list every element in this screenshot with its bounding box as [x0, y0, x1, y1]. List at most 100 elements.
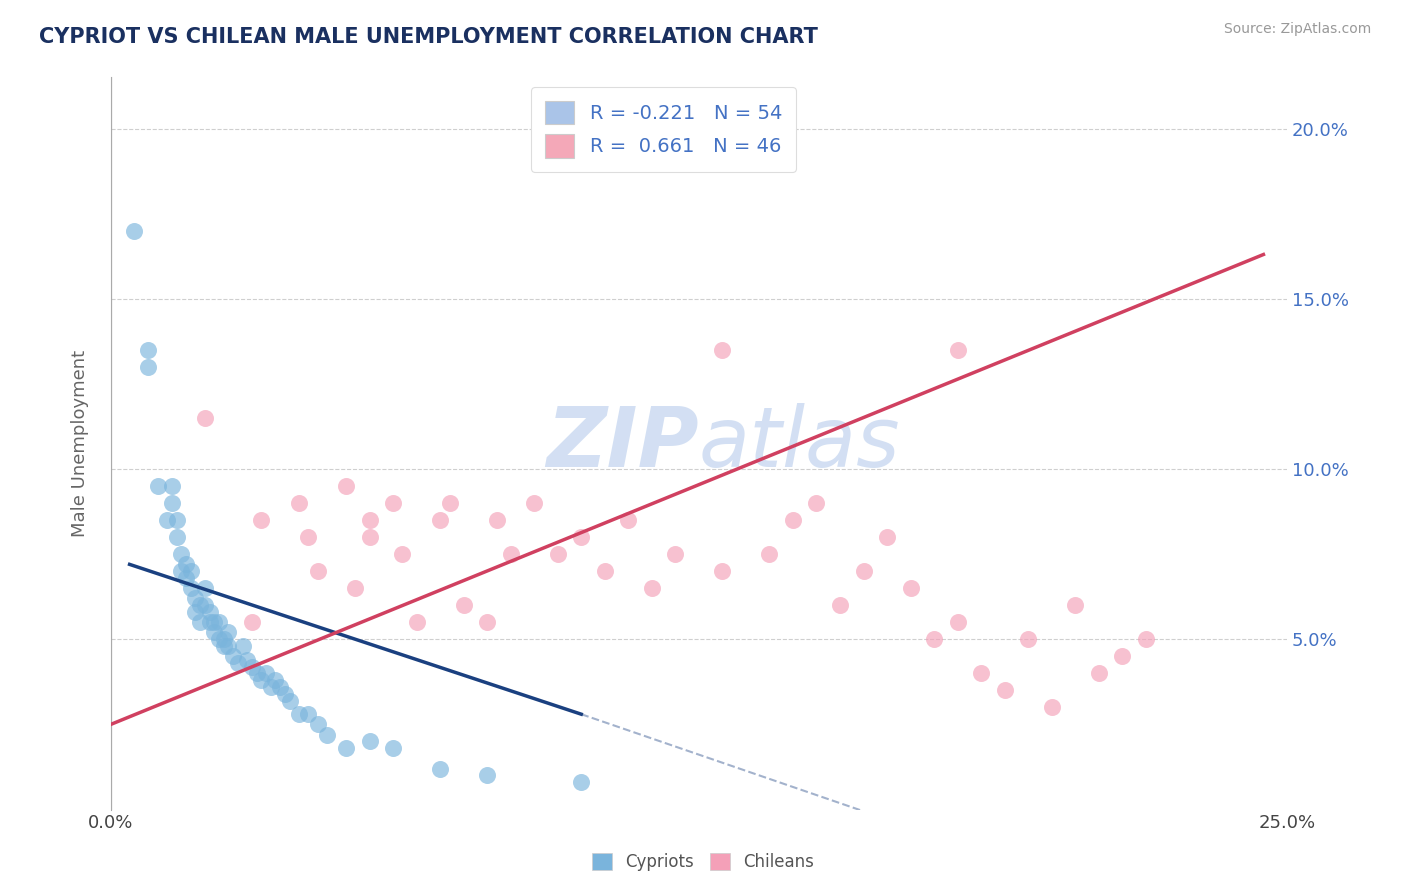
Point: [250, 513, 273, 527]
Point: [569, 530, 592, 544]
Point: [1017, 632, 1039, 647]
Point: [297, 707, 319, 722]
Point: [260, 680, 283, 694]
Point: [156, 513, 179, 527]
Text: atlas: atlas: [699, 403, 900, 484]
Point: [188, 599, 211, 613]
Point: [994, 683, 1017, 698]
Point: [212, 639, 235, 653]
Point: [344, 581, 367, 595]
Point: [1087, 666, 1109, 681]
Point: [547, 547, 569, 561]
Point: [316, 728, 339, 742]
Point: [475, 615, 498, 630]
Legend: R = -0.221   N = 54, R =  0.661   N = 46: R = -0.221 N = 54, R = 0.661 N = 46: [531, 87, 796, 171]
Point: [758, 547, 780, 561]
Point: [166, 530, 188, 544]
Point: [617, 513, 640, 527]
Point: [254, 666, 277, 681]
Point: [124, 224, 146, 238]
Point: [217, 625, 239, 640]
Point: [828, 599, 851, 613]
Point: [1111, 649, 1133, 664]
Point: [274, 687, 297, 701]
Point: [593, 564, 616, 578]
Point: [194, 411, 217, 425]
Point: [499, 547, 522, 561]
Point: [160, 479, 183, 493]
Point: [222, 649, 245, 664]
Point: [240, 615, 263, 630]
Point: [174, 558, 197, 572]
Point: [569, 775, 592, 789]
Point: [184, 591, 207, 606]
Point: [138, 359, 160, 374]
Point: [297, 530, 319, 544]
Point: [236, 653, 259, 667]
Point: [138, 343, 160, 357]
Y-axis label: Male Unemployment: Male Unemployment: [72, 350, 89, 537]
Point: [970, 666, 993, 681]
Point: [188, 615, 211, 630]
Point: [208, 615, 231, 630]
Point: [246, 666, 269, 681]
Point: [946, 615, 969, 630]
Point: [391, 547, 413, 561]
Point: [198, 615, 221, 630]
Point: [202, 625, 225, 640]
Point: [288, 496, 311, 510]
Point: [217, 639, 239, 653]
Point: [307, 717, 329, 731]
Point: [382, 741, 405, 756]
Point: [208, 632, 231, 647]
Point: [405, 615, 427, 630]
Point: [852, 564, 875, 578]
Point: [922, 632, 945, 647]
Point: [664, 547, 686, 561]
Text: ZIP: ZIP: [547, 403, 699, 484]
Point: [231, 639, 253, 653]
Point: [523, 496, 546, 510]
Point: [382, 496, 405, 510]
Point: [453, 599, 475, 613]
Point: [288, 707, 311, 722]
Point: [170, 564, 193, 578]
Point: [711, 564, 734, 578]
Point: [198, 605, 221, 619]
Point: [194, 581, 217, 595]
Point: [475, 768, 498, 782]
Point: [711, 343, 734, 357]
Point: [429, 513, 451, 527]
Point: [335, 479, 357, 493]
Point: [264, 673, 287, 687]
Point: [240, 659, 263, 673]
Point: [1064, 599, 1087, 613]
Point: [174, 571, 197, 585]
Point: [160, 496, 183, 510]
Legend: Cypriots, Chileans: Cypriots, Chileans: [583, 845, 823, 880]
Point: [359, 513, 381, 527]
Point: [485, 513, 508, 527]
Point: [1040, 700, 1063, 714]
Point: [166, 513, 188, 527]
Point: [180, 564, 202, 578]
Point: [641, 581, 664, 595]
Point: [278, 693, 301, 707]
Point: [226, 656, 249, 670]
Point: [946, 343, 969, 357]
Point: [1135, 632, 1157, 647]
Point: [269, 680, 291, 694]
Point: [806, 496, 828, 510]
Point: [194, 599, 217, 613]
Point: [900, 581, 922, 595]
Point: [335, 741, 357, 756]
Point: [170, 547, 193, 561]
Point: [250, 673, 273, 687]
Point: [202, 615, 225, 630]
Point: [212, 632, 235, 647]
Point: [439, 496, 461, 510]
Text: Source: ZipAtlas.com: Source: ZipAtlas.com: [1223, 22, 1371, 37]
Point: [180, 581, 202, 595]
Text: CYPRIOT VS CHILEAN MALE UNEMPLOYMENT CORRELATION CHART: CYPRIOT VS CHILEAN MALE UNEMPLOYMENT COR…: [39, 27, 818, 46]
Point: [876, 530, 898, 544]
